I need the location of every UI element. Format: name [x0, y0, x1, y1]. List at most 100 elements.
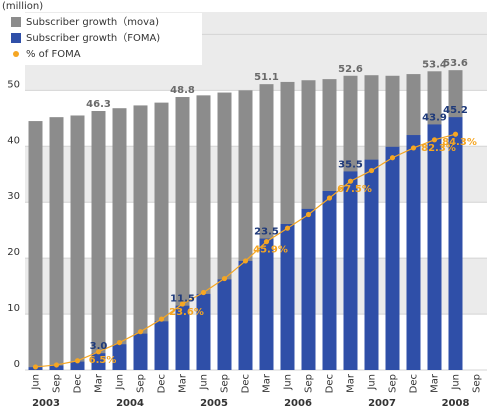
legend-label: Subscriber growth（mova) — [26, 16, 159, 28]
line-point — [137, 329, 144, 335]
data-label: 45.2 — [443, 105, 468, 116]
bar — [154, 102, 169, 371]
x-tick-label: Jun — [367, 374, 378, 391]
legend-swatch — [11, 17, 21, 27]
line-point — [368, 167, 375, 174]
y-tick-label: 10 — [7, 303, 20, 314]
line-point — [326, 195, 333, 201]
y-tick-label: 50 — [7, 79, 20, 90]
bar — [91, 111, 106, 371]
line-point — [116, 339, 123, 346]
legend-box — [6, 13, 202, 65]
line-point — [389, 155, 396, 161]
line-point — [242, 258, 249, 264]
bar — [112, 344, 127, 370]
line-point — [95, 349, 102, 355]
data-label: 23.5 — [254, 227, 279, 238]
bar — [406, 135, 421, 370]
y-tick-label: 0 — [14, 359, 20, 370]
year-label: 2006 — [284, 398, 312, 409]
data-label: 53.6 — [443, 58, 468, 69]
line-point — [53, 362, 60, 368]
line-point — [284, 225, 291, 231]
data-label: 3.0 — [90, 341, 108, 352]
line-point — [200, 289, 207, 296]
year-label: 2007 — [368, 398, 396, 409]
year-label: 2008 — [442, 398, 470, 409]
legend-swatch — [13, 51, 19, 57]
bar — [91, 353, 106, 370]
data-label: 52.6 — [338, 64, 363, 75]
legend-label: % of FOMA — [26, 49, 81, 60]
year-label: 2004 — [116, 398, 144, 409]
bar — [28, 121, 43, 370]
line-point — [158, 316, 165, 322]
x-tick-label: Mar — [94, 373, 105, 393]
bar — [259, 238, 274, 370]
x-tick-label: Jun — [199, 374, 210, 391]
x-tick-label: Sep — [52, 374, 63, 393]
bar — [280, 224, 295, 370]
y-tick-label: 30 — [7, 191, 20, 202]
data-label: 48.8 — [170, 85, 195, 96]
x-tick-label: Mar — [178, 373, 189, 393]
legend: Subscriber growth（mova) Subscriber growth… — [6, 13, 202, 65]
x-tick-label: Dec — [409, 374, 420, 393]
line-point — [305, 211, 312, 218]
y-axis-label: (million) — [2, 1, 43, 12]
y-tick-label: 20 — [7, 247, 20, 258]
year-label: 2005 — [200, 398, 228, 409]
year-label: 2003 — [32, 398, 60, 409]
x-tick-label: Dec — [157, 374, 168, 393]
bar — [133, 105, 148, 371]
line-point — [410, 145, 417, 151]
data-label: 82.3% — [421, 143, 456, 154]
x-tick-label: Dec — [241, 374, 252, 393]
bar — [301, 208, 316, 370]
x-tick-label: Sep — [472, 374, 483, 393]
x-tick-label: Jun — [451, 374, 462, 391]
data-label: 11.5 — [170, 294, 195, 305]
bar — [133, 333, 148, 370]
x-tick-label: Mar — [262, 373, 273, 393]
bar — [49, 365, 64, 370]
data-label: 46.3 — [86, 99, 111, 110]
data-label: 35.5 — [338, 159, 363, 170]
data-label: 45.9% — [253, 245, 288, 256]
x-tick-label: Sep — [304, 374, 315, 393]
line-point — [452, 131, 459, 137]
x-tick-label: Dec — [325, 374, 336, 393]
bar — [196, 293, 211, 370]
bar — [322, 191, 337, 370]
bar — [49, 117, 64, 370]
y-tick-label: 40 — [7, 135, 20, 146]
line-point — [263, 239, 270, 245]
x-tick-label: Sep — [136, 374, 147, 393]
data-label: 84.3% — [442, 137, 477, 148]
x-tick-label: Jun — [115, 374, 126, 391]
line-point — [74, 358, 81, 364]
line-point — [431, 137, 438, 143]
bar — [217, 279, 232, 370]
bar — [175, 305, 190, 370]
x-tick-label: Jun — [31, 374, 42, 391]
line-point — [179, 301, 186, 307]
x-tick-label: Sep — [388, 374, 399, 393]
bar — [364, 159, 379, 370]
line-point — [32, 364, 39, 370]
bar — [448, 117, 463, 370]
x-tick-label: Mar — [430, 373, 441, 393]
line-point — [221, 275, 228, 282]
line-point — [347, 178, 354, 184]
data-label: 43.9 — [422, 112, 447, 123]
bar — [385, 146, 400, 370]
data-label: 53.4 — [422, 59, 447, 70]
legend-label: Subscriber growth（FOMA) — [26, 32, 160, 44]
bar — [427, 124, 442, 370]
data-label: 23.6% — [169, 307, 204, 318]
x-tick-label: Jun — [283, 374, 294, 391]
x-tick-label: Dec — [73, 374, 84, 393]
bar — [70, 115, 85, 370]
bar — [343, 171, 358, 370]
